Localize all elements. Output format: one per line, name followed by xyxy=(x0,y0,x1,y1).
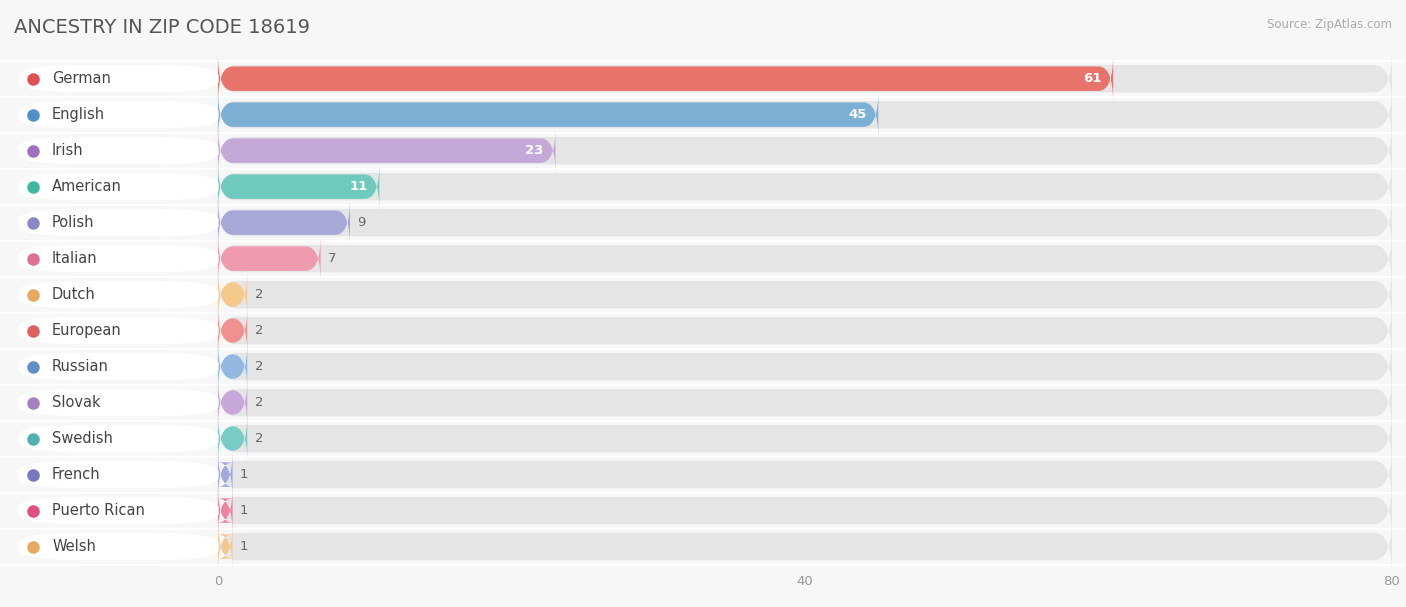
Text: 61: 61 xyxy=(1083,72,1101,85)
FancyBboxPatch shape xyxy=(18,461,219,488)
FancyBboxPatch shape xyxy=(18,353,219,380)
FancyBboxPatch shape xyxy=(218,193,1392,252)
Text: 1: 1 xyxy=(240,540,249,553)
FancyBboxPatch shape xyxy=(218,49,1392,108)
Text: Irish: Irish xyxy=(52,143,83,158)
FancyBboxPatch shape xyxy=(218,373,1392,432)
FancyBboxPatch shape xyxy=(218,481,1392,540)
Text: 7: 7 xyxy=(328,252,336,265)
Text: Source: ZipAtlas.com: Source: ZipAtlas.com xyxy=(1267,18,1392,31)
FancyBboxPatch shape xyxy=(218,229,1392,288)
FancyBboxPatch shape xyxy=(18,317,219,344)
Text: French: French xyxy=(52,467,101,482)
FancyBboxPatch shape xyxy=(218,415,247,463)
Text: Welsh: Welsh xyxy=(52,539,96,554)
Text: Puerto Rican: Puerto Rican xyxy=(52,503,145,518)
Text: ANCESTRY IN ZIP CODE 18619: ANCESTRY IN ZIP CODE 18619 xyxy=(14,18,311,37)
FancyBboxPatch shape xyxy=(218,163,380,211)
Text: English: English xyxy=(52,107,105,122)
Text: 2: 2 xyxy=(254,288,263,301)
FancyBboxPatch shape xyxy=(218,445,1392,504)
Text: Russian: Russian xyxy=(52,359,108,374)
FancyBboxPatch shape xyxy=(218,487,232,534)
Text: 2: 2 xyxy=(254,396,263,409)
FancyBboxPatch shape xyxy=(218,265,1392,324)
FancyBboxPatch shape xyxy=(18,389,219,416)
FancyBboxPatch shape xyxy=(18,497,219,524)
FancyBboxPatch shape xyxy=(218,199,350,246)
FancyBboxPatch shape xyxy=(218,235,321,282)
Text: 2: 2 xyxy=(254,324,263,337)
Text: Slovak: Slovak xyxy=(52,395,101,410)
FancyBboxPatch shape xyxy=(218,301,1392,360)
Text: Swedish: Swedish xyxy=(52,431,112,446)
FancyBboxPatch shape xyxy=(18,425,219,452)
FancyBboxPatch shape xyxy=(218,343,247,390)
FancyBboxPatch shape xyxy=(18,65,219,92)
Text: 1: 1 xyxy=(240,468,249,481)
FancyBboxPatch shape xyxy=(218,55,1114,103)
Text: 1: 1 xyxy=(240,504,249,517)
Text: European: European xyxy=(52,323,122,338)
Text: German: German xyxy=(52,71,111,86)
FancyBboxPatch shape xyxy=(218,523,232,570)
Text: 2: 2 xyxy=(254,432,263,445)
FancyBboxPatch shape xyxy=(218,307,247,354)
FancyBboxPatch shape xyxy=(218,409,1392,468)
FancyBboxPatch shape xyxy=(218,379,247,426)
FancyBboxPatch shape xyxy=(18,281,219,308)
FancyBboxPatch shape xyxy=(218,157,1392,216)
Text: American: American xyxy=(52,179,122,194)
Text: Italian: Italian xyxy=(52,251,97,266)
FancyBboxPatch shape xyxy=(18,173,219,200)
Text: Dutch: Dutch xyxy=(52,287,96,302)
FancyBboxPatch shape xyxy=(18,533,219,560)
Text: 11: 11 xyxy=(349,180,367,193)
FancyBboxPatch shape xyxy=(218,337,1392,396)
FancyBboxPatch shape xyxy=(218,271,247,318)
Text: 9: 9 xyxy=(357,216,366,229)
FancyBboxPatch shape xyxy=(18,101,219,128)
FancyBboxPatch shape xyxy=(218,517,1392,576)
Text: Polish: Polish xyxy=(52,215,94,230)
FancyBboxPatch shape xyxy=(18,245,219,273)
FancyBboxPatch shape xyxy=(218,85,1392,144)
Text: 45: 45 xyxy=(848,108,866,121)
FancyBboxPatch shape xyxy=(218,91,879,138)
FancyBboxPatch shape xyxy=(218,451,232,498)
FancyBboxPatch shape xyxy=(18,137,219,164)
FancyBboxPatch shape xyxy=(218,121,1392,180)
Text: 23: 23 xyxy=(526,144,544,157)
FancyBboxPatch shape xyxy=(18,209,219,236)
FancyBboxPatch shape xyxy=(218,127,555,174)
Text: 2: 2 xyxy=(254,360,263,373)
